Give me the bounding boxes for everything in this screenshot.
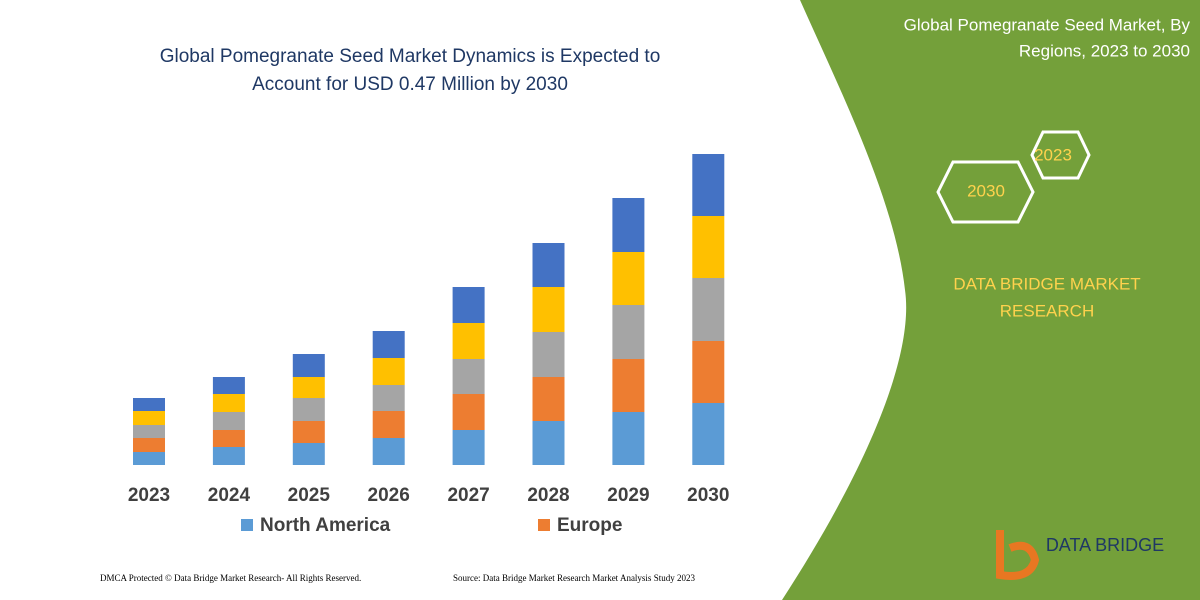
bar-segment: [212, 412, 245, 430]
bar-segment: [212, 394, 245, 412]
legend-label: North America: [260, 515, 391, 536]
bar-segment: [612, 412, 645, 465]
bar-segment: [532, 377, 565, 421]
green-panel: [782, 0, 1200, 600]
bar-segment: [133, 398, 165, 411]
bar-segment: [292, 377, 325, 398]
bar-segment: [532, 421, 565, 465]
x-tick-label: 2029: [607, 485, 649, 506]
bar-segment: [452, 359, 485, 394]
bar-segment: [372, 438, 405, 465]
bar-segment: [133, 411, 165, 425]
footer-right: Source: Data Bridge Market Research Mark…: [453, 573, 695, 583]
bar-segment: [372, 358, 405, 385]
bar-segment: [452, 323, 485, 359]
legend-swatch: [538, 519, 550, 531]
bar-segment: [532, 287, 565, 332]
bar-segment: [692, 154, 725, 216]
bar-segment: [612, 359, 645, 412]
bar-segment: [612, 305, 645, 359]
logo-text: DATA BRIDGE: [1046, 535, 1164, 555]
bar-segment: [372, 331, 405, 358]
hexagon: [936, 160, 1035, 224]
legend-swatch: [241, 519, 253, 531]
x-tick-label: 2026: [368, 485, 410, 506]
bar-segment: [612, 198, 645, 252]
bar-segment: [452, 394, 485, 430]
hexagon: [1030, 130, 1091, 180]
bar-segment: [692, 278, 725, 341]
x-tick-label: 2024: [208, 485, 251, 506]
x-tick-label: 2023: [128, 485, 170, 506]
bar-segment: [212, 430, 245, 447]
bar-segment: [292, 443, 325, 465]
bar-segment: [532, 332, 565, 377]
bar-segment: [532, 243, 565, 287]
bar-segment: [692, 403, 725, 465]
bar-segment: [692, 216, 725, 278]
bar-segment: [452, 430, 485, 465]
logo-icon: [996, 530, 1040, 580]
x-tick-label: 2025: [288, 485, 331, 506]
chart-title: Global Pomegranate Seed Market Dynamics …: [160, 46, 661, 67]
bar-segment: [612, 252, 645, 305]
bar-segment: [692, 341, 725, 403]
chart-title: Account for USD 0.47 Million by 2030: [252, 74, 568, 95]
bar-segment: [212, 447, 245, 465]
bar-segment: [372, 385, 405, 411]
bar-segment: [452, 287, 485, 323]
x-tick-label: 2030: [687, 485, 729, 506]
brand-text: DATA BRIDGE MARKET: [953, 274, 1140, 293]
footer-left: DMCA Protected © Data Bridge Market Rese…: [100, 573, 361, 583]
bar-segment: [133, 452, 165, 465]
bar-segment: [133, 425, 165, 438]
hexagon-label: 2030: [967, 181, 1005, 200]
panel-title: Regions, 2023 to 2030: [1019, 41, 1190, 60]
legend-label: Europe: [557, 515, 622, 536]
brand-text: RESEARCH: [1000, 301, 1094, 320]
x-tick-label: 2027: [447, 485, 489, 506]
x-tick-label: 2028: [527, 485, 569, 506]
bar-segment: [292, 398, 325, 421]
bar-segment: [212, 377, 245, 394]
hexagon-label: 2023: [1034, 145, 1072, 164]
bar-segment: [372, 411, 405, 438]
bar-segment: [133, 438, 165, 452]
bar-segment: [292, 421, 325, 443]
panel-title: Global Pomegranate Seed Market, By: [904, 15, 1191, 34]
bar-segment: [292, 354, 325, 377]
